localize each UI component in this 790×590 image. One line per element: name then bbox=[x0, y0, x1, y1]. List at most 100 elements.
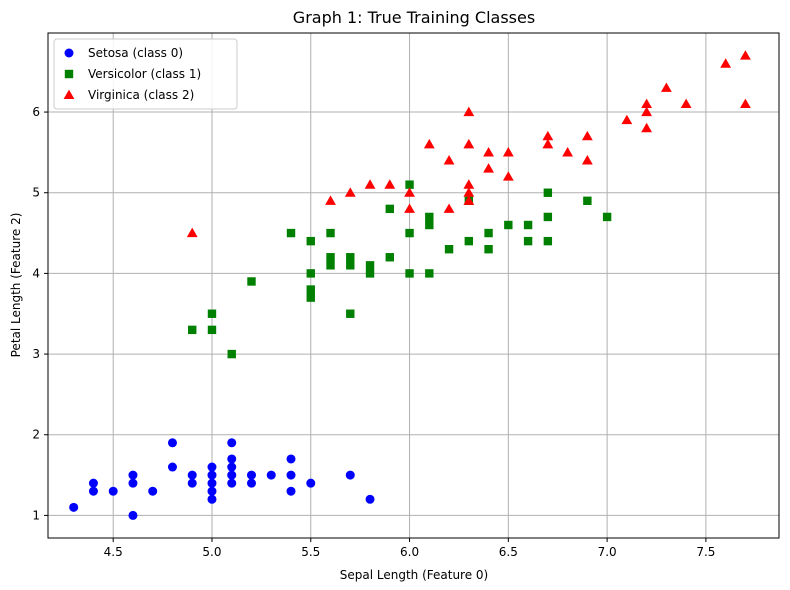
square-data-point bbox=[405, 269, 414, 278]
y-axis-label: Petal Length (Feature 2) bbox=[9, 213, 23, 358]
circle-data-point bbox=[246, 470, 256, 480]
square-data-point bbox=[286, 228, 296, 238]
y-tick-label: 1 bbox=[32, 508, 40, 522]
circle-data-point bbox=[187, 478, 197, 488]
triangle-data-point bbox=[463, 179, 475, 189]
triangle-data-point bbox=[463, 106, 475, 117]
square-data-point bbox=[504, 220, 513, 230]
circle-data-point bbox=[187, 470, 197, 480]
square-data-point bbox=[346, 261, 355, 270]
legend-label: Versicolor (class 1) bbox=[88, 67, 201, 81]
square-data-point bbox=[484, 228, 493, 238]
legend-label: Setosa (class 0) bbox=[88, 46, 183, 60]
legend-marker bbox=[64, 48, 74, 58]
x-tick-label: 7.5 bbox=[696, 545, 715, 559]
axes: 4.5 5.0 5.5 6.0 6.5 7.0 7.5 1 2 3 4 5 6 bbox=[32, 105, 715, 559]
triangle-data-point bbox=[364, 179, 376, 189]
legend-label: Virginica (class 2) bbox=[88, 88, 194, 102]
y-tick-label: 5 bbox=[32, 186, 40, 200]
y-tick-label: 3 bbox=[32, 347, 40, 361]
circle-data-point bbox=[69, 502, 79, 512]
x-tick-label: 6.0 bbox=[400, 545, 419, 559]
square-data-point bbox=[385, 253, 394, 262]
x-tick-label: 7.0 bbox=[598, 545, 617, 559]
square-data-point bbox=[543, 236, 553, 246]
square-data-point bbox=[583, 196, 592, 205]
square-data-point bbox=[306, 293, 315, 302]
circle-data-point bbox=[88, 478, 98, 488]
plot-frame bbox=[47, 32, 780, 539]
square-data-point bbox=[602, 212, 612, 222]
triangle-data-point bbox=[641, 98, 653, 109]
circle-data-point bbox=[207, 486, 217, 496]
circle-data-point bbox=[167, 438, 177, 448]
circle-data-point bbox=[345, 470, 355, 480]
square-data-point bbox=[523, 236, 533, 246]
triangle-data-point bbox=[443, 155, 455, 165]
triangle-data-point bbox=[186, 227, 198, 238]
triangle-data-point bbox=[581, 155, 593, 165]
legend-box bbox=[53, 38, 238, 110]
triangle-data-point bbox=[581, 130, 593, 141]
square-data-point bbox=[523, 220, 533, 230]
triangle-data-point bbox=[621, 114, 633, 125]
square-data-point bbox=[207, 325, 217, 335]
circle-data-point bbox=[148, 486, 158, 496]
square-data-point bbox=[425, 220, 434, 230]
square-data-point bbox=[425, 212, 434, 222]
circle-data-point bbox=[128, 510, 138, 520]
triangle-data-point bbox=[423, 138, 435, 149]
square-data-point bbox=[365, 261, 375, 270]
y-tick-label: 4 bbox=[32, 266, 40, 280]
circle-data-point bbox=[167, 462, 177, 472]
triangle-data-point bbox=[542, 138, 554, 149]
legend-marker bbox=[63, 89, 75, 100]
circle-data-point bbox=[227, 470, 237, 480]
circle-data-point bbox=[207, 478, 217, 488]
square-data-point bbox=[227, 349, 236, 359]
square-data-point bbox=[346, 309, 355, 318]
square-data-point bbox=[365, 269, 375, 278]
triangle-data-point bbox=[542, 130, 554, 141]
circle-data-point bbox=[108, 486, 118, 496]
circle-data-point bbox=[128, 478, 138, 488]
circle-data-point bbox=[207, 462, 217, 472]
circle-data-point bbox=[207, 494, 217, 504]
square-data-point bbox=[306, 236, 315, 246]
triangle-data-point bbox=[325, 195, 336, 205]
circle-data-point bbox=[227, 478, 237, 488]
circle-data-point bbox=[306, 478, 316, 488]
circle-data-point bbox=[207, 470, 217, 480]
circle-data-point bbox=[227, 454, 237, 464]
x-tick-label: 5.5 bbox=[301, 545, 320, 559]
circle-data-point bbox=[266, 470, 276, 480]
square-data-point bbox=[543, 188, 553, 197]
square-data-point bbox=[425, 269, 434, 278]
square-data-point bbox=[247, 277, 256, 286]
triangle-data-point bbox=[641, 106, 653, 117]
square-data-point bbox=[405, 180, 414, 189]
circle-data-point bbox=[128, 470, 138, 480]
circle-data-point bbox=[365, 494, 375, 504]
triangle-data-point bbox=[463, 187, 475, 197]
square-data-point bbox=[306, 285, 315, 294]
triangle-data-point bbox=[344, 187, 356, 197]
triangle-data-point bbox=[404, 187, 415, 197]
square-data-point bbox=[405, 228, 414, 238]
triangle-data-point bbox=[463, 138, 475, 149]
triangle-data-point bbox=[660, 82, 672, 92]
triangle-data-point bbox=[443, 203, 455, 213]
circle-data-point bbox=[286, 470, 296, 480]
circle-data-point bbox=[286, 486, 296, 496]
y-tick-label: 6 bbox=[32, 105, 40, 119]
square-data-point bbox=[188, 325, 197, 335]
triangle-data-point bbox=[740, 50, 751, 60]
square-data-point bbox=[346, 253, 355, 262]
x-tick-label: 4.5 bbox=[104, 545, 123, 559]
legend-marker bbox=[64, 69, 74, 79]
triangle-data-point bbox=[463, 195, 475, 205]
chart-title: Graph 1: True Training Classes bbox=[293, 8, 535, 27]
triangle-data-point bbox=[562, 146, 574, 157]
triangle-data-point bbox=[483, 146, 494, 157]
triangle-data-point bbox=[502, 171, 514, 181]
